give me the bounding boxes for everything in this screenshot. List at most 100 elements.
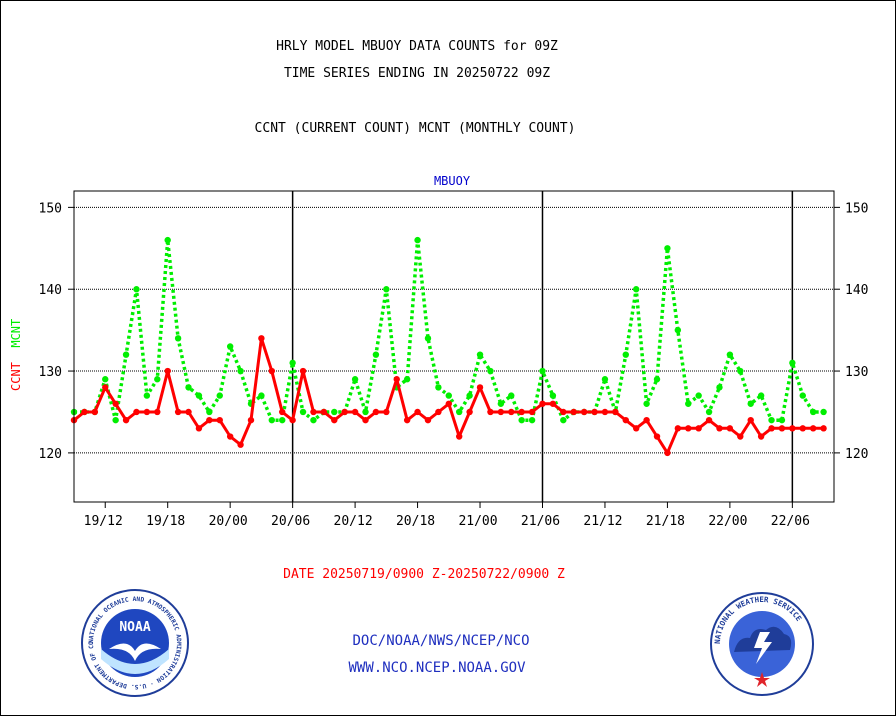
data-point-ccnt [424,416,432,424]
data-point-mcnt [216,392,223,399]
x-tick-label: 19/18 [146,514,185,529]
data-point-ccnt [289,416,296,424]
data-point-ccnt [81,408,88,416]
data-point-ccnt [622,416,629,424]
data-point-ccnt [174,408,182,416]
data-point-mcnt [185,384,192,391]
data-point-ccnt [237,441,244,448]
data-point-mcnt [664,245,671,252]
x-tick-label: 22/06 [771,514,810,529]
time-series-chart: MBUOY CCNT MCNT 120 130 140 150 120 130 140 15… [9,174,868,529]
y-tick-label-left: 130 [39,365,62,380]
x-tick-label: 21/00 [458,514,497,529]
data-point-mcnt [643,400,650,407]
data-point-mcnt [331,408,338,416]
x-tick-label: 19/12 [84,514,123,529]
gridlines [74,206,834,454]
plot-frame [73,190,835,503]
data-point-ccnt [549,400,557,407]
data-point-ccnt [226,433,234,440]
data-point-mcnt [476,351,484,358]
data-point-ccnt [518,408,525,416]
data-point-mcnt [518,416,525,424]
data-point-ccnt [122,416,130,424]
data-point-mcnt [487,367,494,375]
data-point-ccnt [528,408,536,416]
data-point-mcnt [133,286,140,293]
y-ticks-right: 120 130 140 150 [834,201,868,462]
data-point-mcnt [102,376,109,383]
x-tick-label: 20/00 [209,514,248,529]
data-point-ccnt [351,408,359,416]
x-ticks: 19/12 19/18 20/00 20/06 20/12 20/18 21/00 21/06… [84,502,810,529]
svg-text:NOAA: NOAA [119,620,150,635]
data-point-mcnt [653,376,661,383]
data-point-ccnt [320,408,328,416]
data-point-ccnt [299,367,307,375]
data-point-ccnt [414,408,421,416]
data-point-mcnt [310,416,317,424]
data-point-mcnt [174,335,182,342]
data-point-ccnt [247,416,255,424]
data-point-mcnt [414,236,421,244]
data-point-ccnt [279,408,286,416]
series-layer [70,236,827,457]
data-point-mcnt [560,416,567,424]
footer-url[interactable]: WWW.NCO.NCEP.NOAA.GOV [348,660,526,676]
data-point-ccnt [466,408,473,416]
data-point-ccnt [206,416,213,424]
data-point-ccnt [112,400,119,407]
data-point-ccnt [747,416,754,424]
data-point-ccnt [133,408,140,416]
data-point-ccnt [445,400,452,407]
data-point-mcnt [747,400,754,407]
data-point-mcnt [456,408,463,416]
data-point-ccnt [820,425,827,432]
data-point-mcnt [757,392,765,399]
data-point-ccnt [435,408,442,416]
data-point-mcnt [601,376,609,383]
data-point-mcnt [226,343,234,350]
data-point-mcnt [435,384,442,391]
data-point-ccnt [403,416,411,424]
data-point-ccnt [456,433,463,440]
data-point-ccnt [268,367,276,375]
data-point-ccnt [685,425,692,432]
noaa-logo: NATIONAL OCEANIC AND ATMOSPHERIC ADMINIS… [79,584,189,697]
data-point-mcnt [726,351,734,358]
title-line-2: TIME SERIES ENDING IN 20250722 09Z [283,66,551,81]
data-point-ccnt [612,408,619,416]
x-tick-label: 20/18 [396,514,435,529]
data-point-mcnt [279,416,286,424]
data-point-ccnt [716,425,723,432]
data-point-ccnt [653,433,661,440]
data-point-ccnt [695,425,702,432]
data-point-mcnt [372,351,380,358]
data-point-mcnt [497,400,505,407]
data-point-ccnt [185,408,192,416]
data-point-ccnt [757,433,765,440]
data-point-ccnt [778,425,786,432]
x-tick-label: 20/12 [334,514,373,529]
data-point-ccnt [664,449,671,457]
data-point-ccnt [164,367,171,375]
data-point-ccnt [570,408,577,416]
x-tick-label: 20/06 [271,514,310,529]
data-point-mcnt [737,367,744,375]
data-point-mcnt [268,416,276,424]
data-point-mcnt [351,376,359,383]
y-axis-label: CCNT MCNT [9,319,23,391]
data-point-mcnt [466,392,473,399]
data-point-mcnt [622,351,629,358]
data-point-mcnt [143,392,151,399]
y-axis-label-ccnt: CCNT [9,362,23,391]
data-point-mcnt [809,408,817,416]
data-point-ccnt [258,335,265,342]
data-point-ccnt [341,408,348,416]
y-ticks-left: 120 130 140 150 [39,201,74,462]
y-axis-label-text: CCNT MCNT [9,319,23,391]
data-point-ccnt [674,425,682,432]
y-axis-label-mcnt: MCNT [9,319,23,362]
data-point-ccnt [768,425,775,432]
